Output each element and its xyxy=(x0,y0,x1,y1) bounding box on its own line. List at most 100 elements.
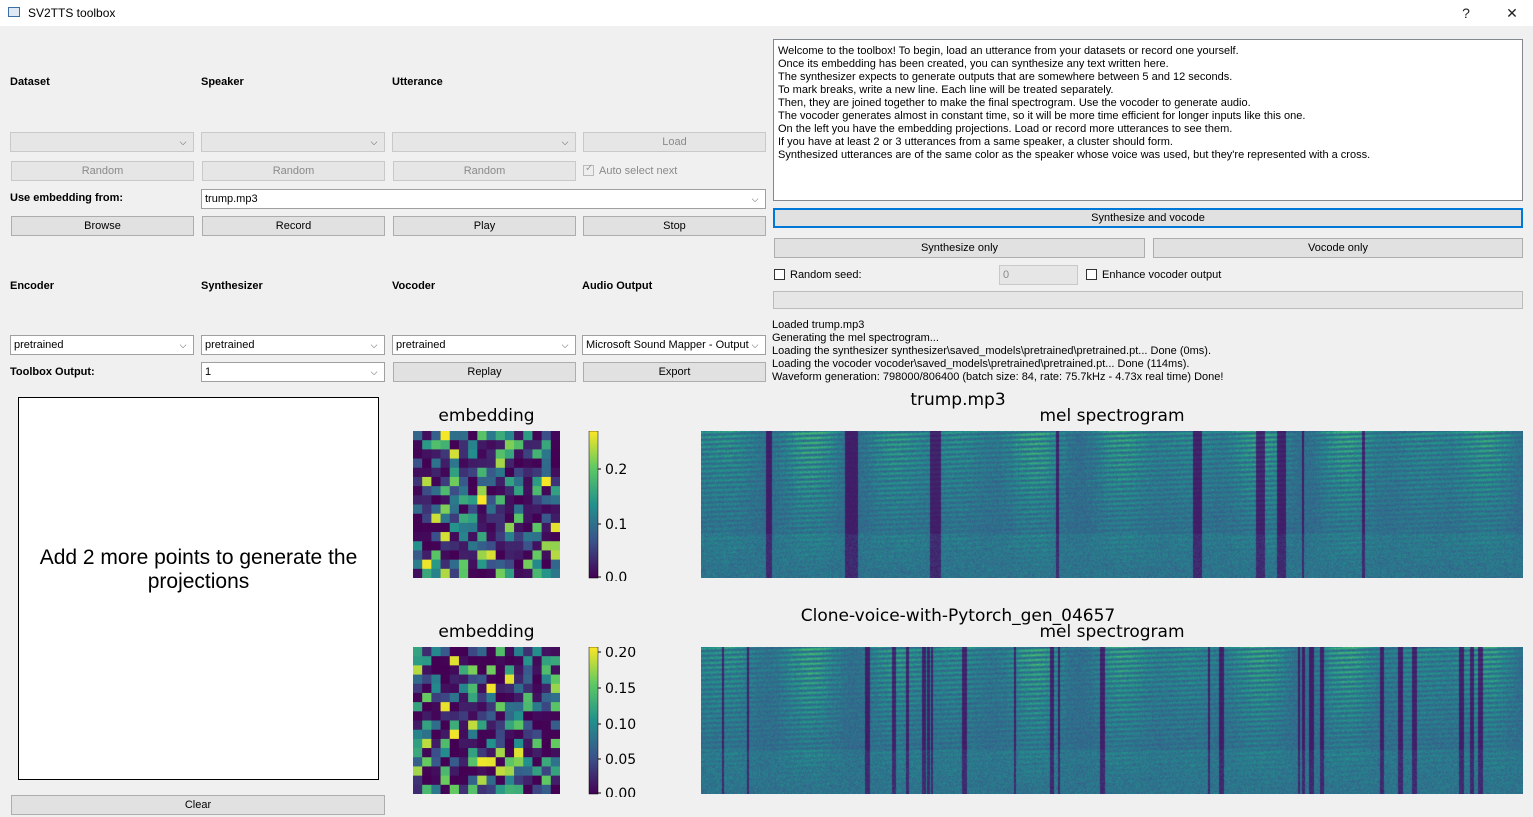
heatmap-cell xyxy=(495,775,506,786)
heatmap-cell xyxy=(486,683,497,694)
heatmap-cell xyxy=(550,449,560,460)
load-button[interactable]: Load xyxy=(583,132,766,152)
heatmap-cell xyxy=(514,495,524,505)
enhance-vocoder-checkbox[interactable] xyxy=(1086,269,1097,280)
heatmap-cell xyxy=(449,504,460,515)
window-title: SV2TTS toolbox xyxy=(28,6,116,20)
use-embedding-select[interactable]: trump.mp3 ⌵ xyxy=(201,189,766,209)
check-icon: ✓ xyxy=(585,163,594,174)
heatmap-cell xyxy=(431,467,442,478)
heatmap-cell xyxy=(523,656,533,666)
stop-button[interactable]: Stop xyxy=(583,216,766,236)
utterance-select[interactable]: ⌵ xyxy=(392,132,576,152)
heatmap-cell xyxy=(413,647,423,657)
heatmap-cell xyxy=(458,568,469,578)
synthesize-and-vocode-button[interactable]: Synthesize and vocode xyxy=(773,208,1523,228)
embedding-title-top: embedding xyxy=(438,406,535,426)
audio-output-select[interactable]: Microsoft Sound Mapper - Output ⌵ xyxy=(582,335,766,355)
browse-button[interactable]: Browse xyxy=(11,216,194,236)
heatmap-cell xyxy=(495,738,506,749)
heatmap-cell xyxy=(495,729,506,740)
record-button[interactable]: Record xyxy=(202,216,385,236)
heatmap-cell xyxy=(514,665,524,676)
dataset-select[interactable]: ⌵ xyxy=(10,132,194,152)
heatmap-cell xyxy=(477,458,487,469)
auto-select-next-checkbox[interactable]: ✓ xyxy=(583,163,594,176)
heatmap-cell xyxy=(486,495,497,505)
heatmap-cell xyxy=(504,711,515,721)
log-output: Loaded trump.mp3 Generating the mel spec… xyxy=(772,319,1223,384)
random-seed-input[interactable]: 0 xyxy=(999,265,1078,285)
text-input-area[interactable]: Welcome to the toolbox! To begin, load a… xyxy=(773,39,1523,201)
text-line: Then, they are joined together to make t… xyxy=(778,97,1251,109)
heatmap-cell xyxy=(550,766,560,777)
heatmap-cell xyxy=(431,647,442,657)
heatmap-cell xyxy=(486,748,497,758)
heatmap-cell xyxy=(449,431,460,441)
colorbar-gradient xyxy=(588,431,599,579)
mel-spectrogram-top xyxy=(701,431,1523,578)
encoder-select[interactable]: pretrained ⌵ xyxy=(10,335,194,355)
heatmap-cell xyxy=(431,711,442,721)
play-button[interactable]: Play xyxy=(393,216,576,236)
random-seed-label: Random seed: xyxy=(790,269,862,281)
audio-output-label: Audio Output xyxy=(582,280,653,292)
heatmap-cell xyxy=(440,720,451,731)
heatmap-cell xyxy=(449,711,460,721)
heatmap-cell xyxy=(495,559,506,570)
heatmap-cell xyxy=(449,550,460,561)
speaker-select[interactable]: ⌵ xyxy=(201,132,385,152)
heatmap-cell xyxy=(413,729,423,740)
heatmap-cell xyxy=(523,431,533,441)
heatmap-cell xyxy=(486,738,497,749)
heatmap-cell xyxy=(413,467,423,478)
heatmap-cell xyxy=(550,431,560,441)
heatmap-cell xyxy=(532,431,543,441)
heatmap-cell xyxy=(514,683,524,694)
text-line: The vocoder generates almost in constant… xyxy=(778,110,1306,122)
heatmap-cell xyxy=(440,738,451,749)
heatmap-cell xyxy=(440,467,451,478)
clear-button[interactable]: Clear xyxy=(11,795,385,815)
heatmap-cell xyxy=(514,692,524,703)
heatmap-cell xyxy=(468,476,478,487)
heatmap-cell xyxy=(541,674,552,685)
export-button[interactable]: Export xyxy=(583,362,766,382)
help-button[interactable]: ? xyxy=(1462,5,1470,21)
heatmap-cell xyxy=(532,775,543,786)
heatmap-cell xyxy=(458,550,469,561)
chevron-down-icon: ⌵ xyxy=(368,133,380,151)
heatmap-cell xyxy=(413,775,423,786)
mel-spectrogram-bottom xyxy=(701,647,1523,794)
heatmap-cell xyxy=(422,532,432,542)
random-utterance-button[interactable]: Random xyxy=(393,161,576,181)
vocoder-select[interactable]: pretrained ⌵ xyxy=(392,335,576,355)
random-dataset-button[interactable]: Random xyxy=(11,161,194,181)
heatmap-cell xyxy=(449,647,460,657)
replay-button[interactable]: Replay xyxy=(393,362,576,382)
heatmap-cell xyxy=(413,513,423,524)
synthesize-only-button[interactable]: Synthesize only xyxy=(774,238,1145,258)
heatmap-cell xyxy=(514,559,524,570)
random-seed-checkbox[interactable] xyxy=(774,269,785,280)
heatmap-cell xyxy=(477,784,487,794)
heatmap-cell xyxy=(477,495,487,505)
heatmap-cell xyxy=(413,766,423,777)
close-icon[interactable]: ✕ xyxy=(1506,5,1518,21)
heatmap-cell xyxy=(468,683,478,694)
heatmap-cell xyxy=(431,504,442,515)
toolbox-output-select[interactable]: 1 ⌵ xyxy=(201,362,385,382)
heatmap-cell xyxy=(413,665,423,676)
heatmap-cell xyxy=(486,692,497,703)
chevron-down-icon: ⌵ xyxy=(368,336,380,354)
synthesizer-select[interactable]: pretrained ⌵ xyxy=(201,335,385,355)
heatmap-cell xyxy=(532,568,543,578)
heatmap-cell xyxy=(523,647,533,657)
heatmap-cell xyxy=(422,656,432,666)
vocode-only-button[interactable]: Vocode only xyxy=(1153,238,1523,258)
projections-message: Add 2 more points to generate the projec… xyxy=(39,546,358,593)
random-speaker-button[interactable]: Random xyxy=(202,161,385,181)
heatmap-cell xyxy=(431,541,442,551)
heatmap-cell xyxy=(523,720,533,731)
heatmap-cell xyxy=(449,720,460,731)
